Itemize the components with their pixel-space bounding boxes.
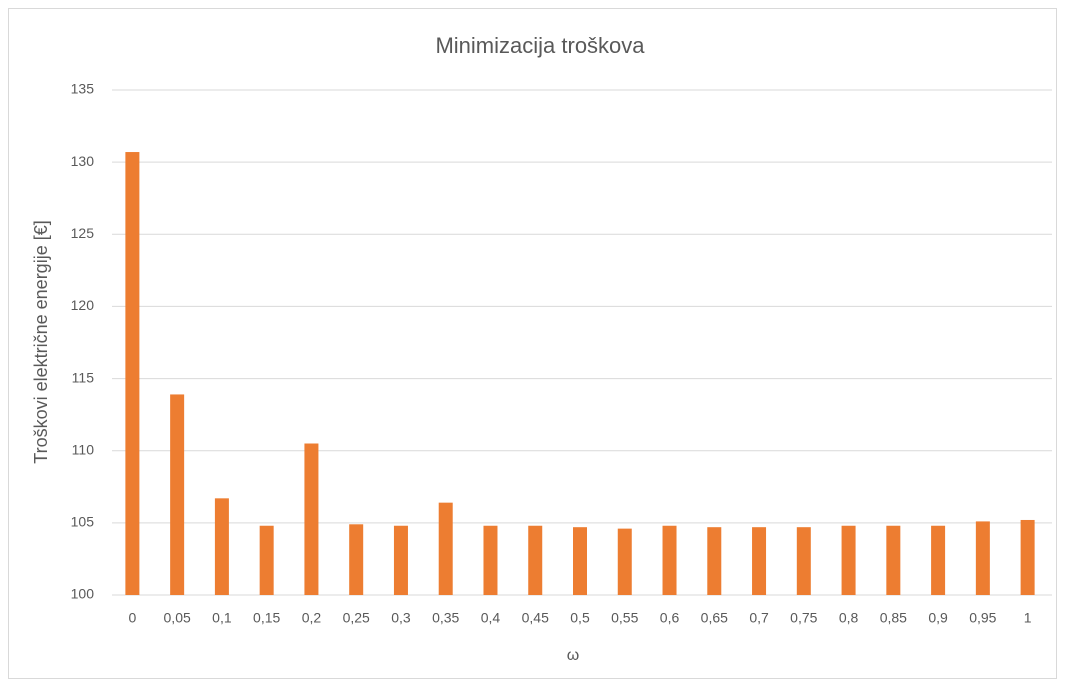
y-tick-label: 110 — [72, 441, 95, 457]
x-tick-label: 0,55 — [611, 610, 638, 626]
bar — [886, 525, 901, 595]
y-tick-label: 100 — [71, 586, 95, 602]
x-tick-label: 0,35 — [432, 610, 459, 626]
bar — [662, 525, 677, 595]
y-tick-label: 105 — [71, 514, 95, 530]
x-tick-label: 0,5 — [570, 610, 590, 626]
x-tick-label: 0,4 — [481, 610, 501, 626]
bar — [259, 525, 274, 595]
bar — [573, 527, 587, 595]
x-axis-label: ω — [567, 647, 580, 664]
y-tick-label: 135 — [71, 81, 95, 97]
bar — [931, 525, 946, 595]
x-tick-label: 0,9 — [928, 610, 948, 626]
bar — [617, 528, 632, 595]
y-tick-label: 115 — [72, 369, 95, 385]
x-tick-label: 0 — [128, 610, 136, 626]
bar — [304, 443, 319, 595]
x-tick-label: 0,65 — [701, 610, 728, 626]
x-tick-label: 0,75 — [790, 610, 817, 626]
x-tick-label: 0,95 — [969, 610, 996, 626]
bar — [393, 525, 408, 595]
x-tick-label: 0,6 — [660, 610, 680, 626]
chart-title: Minimizacija troškova — [435, 33, 645, 58]
bar — [1020, 519, 1035, 595]
y-tick-label: 130 — [71, 153, 95, 169]
x-tick-label: 0,3 — [391, 610, 411, 626]
bar — [214, 498, 229, 595]
x-tick-label: 0,25 — [343, 610, 370, 626]
bar — [528, 525, 543, 595]
bar — [752, 527, 767, 595]
bar — [975, 521, 990, 595]
bar — [170, 394, 185, 595]
bar — [841, 525, 856, 595]
x-tick-label: 0,15 — [253, 610, 280, 626]
x-tick-label: 0,45 — [522, 610, 549, 626]
bar — [796, 527, 811, 595]
y-axis-label: Troškovi električne energije [€] — [31, 220, 51, 463]
bar — [349, 524, 364, 595]
y-tick-label: 120 — [71, 297, 95, 313]
x-tick-label: 0,2 — [302, 610, 322, 626]
x-tick-label: 1 — [1024, 610, 1032, 626]
y-tick-label: 125 — [71, 225, 95, 241]
x-tick-label: 0,05 — [164, 610, 191, 626]
bar — [125, 152, 140, 596]
x-tick-label: 0,7 — [749, 610, 769, 626]
bar — [483, 525, 498, 595]
x-tick-label: 0,85 — [880, 610, 907, 626]
x-tick-label: 0,1 — [212, 610, 232, 626]
bar — [707, 527, 722, 595]
x-tick-label: 0,8 — [839, 610, 859, 626]
bar — [438, 502, 453, 595]
